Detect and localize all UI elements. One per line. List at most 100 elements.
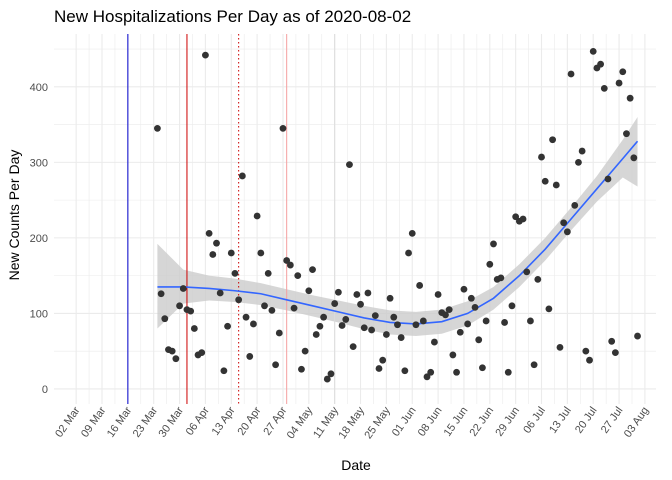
- x-tick-label: 29 Jun: [493, 405, 522, 439]
- data-point: [253, 212, 261, 220]
- data-point: [250, 320, 257, 328]
- data-point: [571, 202, 579, 209]
- data-point: [298, 365, 305, 373]
- x-tick-label: 27 Jul: [599, 405, 626, 436]
- y-tick-label: 200: [30, 233, 48, 245]
- data-point: [334, 288, 342, 296]
- data-point: [600, 84, 608, 92]
- data-point: [512, 213, 520, 221]
- y-tick-label: 400: [30, 82, 48, 94]
- x-tick-label: 04 May: [285, 404, 316, 441]
- data-point: [490, 240, 497, 248]
- y-tick-label: 100: [30, 308, 48, 320]
- data-point: [213, 239, 220, 247]
- data-point: [198, 349, 206, 357]
- data-point: [479, 364, 486, 372]
- data-point: [312, 331, 320, 338]
- data-point: [187, 307, 195, 315]
- x-axis-title: Date: [341, 457, 371, 473]
- data-point: [434, 291, 442, 298]
- data-point: [431, 338, 438, 346]
- data-point: [353, 291, 361, 298]
- data-point: [220, 367, 228, 375]
- data-point: [202, 51, 209, 59]
- data-point: [309, 266, 316, 273]
- data-point: [471, 303, 479, 311]
- data-point: [161, 315, 169, 323]
- x-tick-label: 23 Mar: [131, 405, 161, 440]
- data-point: [190, 325, 198, 332]
- data-point: [538, 153, 545, 161]
- data-point: [231, 269, 239, 277]
- data-point: [626, 94, 634, 102]
- data-point: [563, 228, 571, 236]
- x-tick-label: 22 Jun: [467, 405, 496, 439]
- x-tick-label: 08 Jun: [416, 405, 445, 439]
- data-point: [534, 276, 542, 283]
- x-tick-label: 01 Jun: [390, 405, 419, 439]
- data-point: [357, 300, 364, 308]
- data-point: [523, 268, 531, 276]
- data-point: [519, 215, 527, 223]
- data-point: [323, 375, 331, 383]
- x-tick-label: 20 Apr: [236, 405, 264, 438]
- x-tick-label: 15 Jun: [442, 405, 471, 439]
- data-point: [246, 353, 254, 360]
- x-tick-label: 16 Mar: [105, 405, 135, 440]
- data-point: [582, 347, 590, 355]
- data-point: [427, 368, 435, 376]
- data-point: [556, 343, 564, 351]
- data-point: [442, 311, 449, 319]
- data-point: [560, 219, 568, 227]
- data-point: [552, 181, 560, 189]
- data-point: [541, 177, 549, 185]
- data-point: [286, 261, 294, 269]
- y-axis-title: New Counts Per Day: [6, 150, 22, 281]
- data-point: [331, 300, 339, 307]
- data-point: [261, 302, 268, 310]
- data-point: [168, 347, 176, 355]
- data-point: [449, 351, 457, 359]
- x-tick-label: 03 Aug: [622, 405, 651, 440]
- data-point: [405, 249, 412, 257]
- data-point: [360, 324, 368, 332]
- data-point: [242, 313, 250, 321]
- x-tick-label: 20 Jul: [573, 405, 600, 436]
- data-point: [619, 68, 627, 76]
- data-point: [327, 370, 335, 378]
- data-point: [575, 158, 582, 166]
- data-point: [279, 124, 287, 132]
- data-point: [290, 304, 298, 312]
- data-point: [375, 365, 383, 372]
- data-point: [611, 349, 619, 357]
- x-tick-label: 25 May: [362, 404, 393, 441]
- data-point: [623, 130, 630, 138]
- data-point: [179, 285, 187, 292]
- data-point: [567, 70, 575, 78]
- data-point: [604, 175, 612, 183]
- data-point: [301, 347, 309, 355]
- x-tick-label: 06 Apr: [184, 405, 212, 438]
- data-point: [368, 326, 376, 334]
- data-point: [264, 269, 272, 277]
- data-point: [460, 285, 468, 293]
- data-point: [597, 60, 605, 68]
- x-tick-label: 02 Mar: [53, 405, 83, 440]
- data-point: [379, 356, 387, 364]
- data-point: [508, 302, 516, 310]
- data-point: [634, 332, 641, 340]
- y-tick-label: 0: [42, 384, 48, 396]
- data-point: [589, 47, 597, 55]
- data-point: [401, 367, 409, 375]
- data-point: [316, 322, 324, 330]
- confidence-band-area: [157, 117, 638, 337]
- data-point: [320, 313, 328, 321]
- data-point: [608, 337, 616, 345]
- data-point: [209, 251, 217, 258]
- data-point: [272, 361, 279, 369]
- data-point: [349, 343, 357, 351]
- data-point: [390, 313, 398, 321]
- data-point: [464, 320, 472, 328]
